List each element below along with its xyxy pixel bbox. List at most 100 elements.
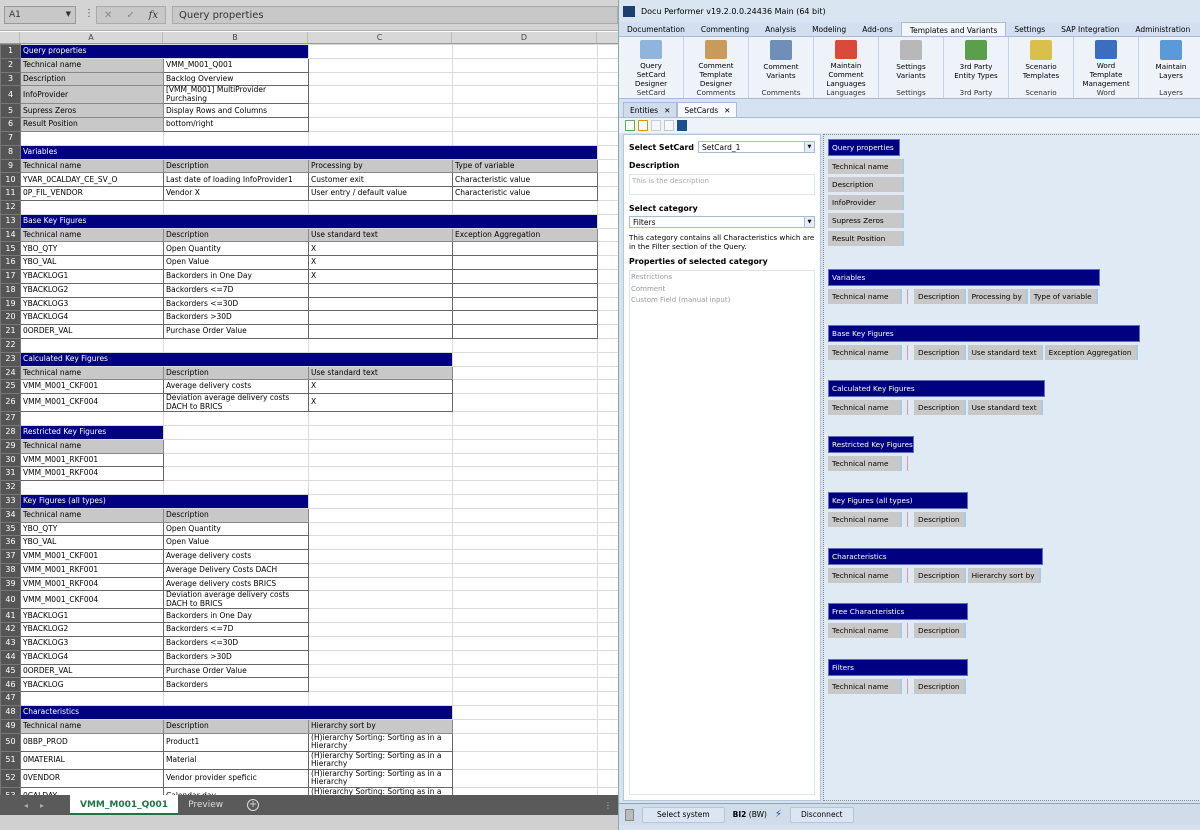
field-box[interactable]: Use standard text [967,344,1043,360]
empty-cell[interactable] [162,337,310,353]
header-cell[interactable]: Technical name [20,227,164,243]
empty-cell[interactable] [452,103,599,119]
section-title[interactable]: Base Key Figures [828,324,1140,342]
empty-cell[interactable] [20,130,164,146]
header-cell[interactable]: Technical name [20,438,164,454]
section-title-cell[interactable]: Calculated Key Figures [19,351,454,367]
empty-cell[interactable] [452,663,599,679]
ribbon-button-label[interactable]: 3rd Party Entity Types [954,62,998,80]
data-cell[interactable]: YBACKLOG2 [20,282,164,298]
empty-cell[interactable] [597,636,618,651]
row-number[interactable]: 33 [0,493,21,509]
row-number[interactable]: 14 [0,227,21,243]
data-cell[interactable] [452,255,599,270]
empty-cell[interactable] [162,691,310,707]
header-cell[interactable]: Description [162,365,310,381]
empty-cell[interactable] [308,649,454,665]
data-cell[interactable]: Characteristic value [452,186,599,201]
sheet-tab[interactable]: Preview [188,800,224,810]
ribbon-button-icon[interactable] [1095,40,1117,59]
empty-cell[interactable] [308,438,454,454]
header-cell[interactable]: Technical name [20,57,164,73]
empty-cell[interactable] [308,480,454,495]
sheet-tab[interactable]: VMM_M001_Q001 [70,795,179,815]
empty-cell[interactable] [452,452,599,468]
row-number[interactable]: 7 [0,130,21,146]
header-cell[interactable]: Description [162,718,310,734]
empty-cell[interactable] [162,438,310,454]
header-cell[interactable]: InfoProvider [20,85,164,105]
empty-cell[interactable] [308,117,454,132]
empty-cell[interactable] [452,57,599,73]
description-input[interactable]: This is the description [629,174,815,195]
data-cell[interactable]: (H)ierarchy Sorting: Sorting as in a Hie… [308,768,454,788]
empty-cell[interactable] [452,535,599,551]
field-box[interactable]: Technical name [828,159,904,174]
empty-cell[interactable] [452,130,599,146]
empty-cell[interactable] [597,117,618,132]
section-title-cell[interactable]: Restricted Key Figures [20,424,164,440]
empty-cell[interactable] [597,255,618,270]
empty-cell[interactable] [597,351,618,367]
close-icon[interactable]: ✕ [724,106,731,115]
sheet-nav-arrows[interactable]: ◂▸ [24,800,57,810]
data-cell[interactable]: Vendor X [162,186,310,201]
section-title[interactable]: Key Figures (all types) [828,491,968,509]
row-number[interactable]: 6 [0,117,21,132]
field-box[interactable]: Technical name [828,567,902,583]
data-cell[interactable]: X [308,268,454,284]
section-title[interactable]: Variables [828,269,1100,286]
data-cell[interactable]: Deviation average delivery costs DACH to… [162,590,310,610]
ribbon-button-icon[interactable] [705,40,727,59]
empty-cell[interactable] [597,393,618,413]
header-cell[interactable]: Technical name [20,718,164,734]
empty-cell[interactable] [597,452,618,468]
data-cell[interactable]: Open Quantity [162,241,310,257]
empty-cell[interactable] [597,705,618,720]
row-number[interactable]: 13 [0,213,21,229]
empty-cell[interactable] [308,199,454,215]
empty-cell[interactable] [162,452,310,468]
data-cell[interactable]: Average delivery costs [162,379,310,395]
empty-cell[interactable] [597,103,618,119]
row-number[interactable]: 51 [0,750,21,770]
header-cell[interactable]: Description [162,158,310,174]
empty-cell[interactable] [308,466,454,482]
empty-cell[interactable] [452,705,599,720]
data-cell[interactable]: Open Value [162,255,310,270]
header-cell[interactable]: Use standard text [308,227,454,243]
section-title-cell[interactable]: Characteristics [19,705,454,720]
field-box[interactable]: Technical name [828,678,902,694]
field-box[interactable]: Result Position [828,231,904,246]
row-number[interactable]: 36 [0,535,21,551]
field-box[interactable]: InfoProvider [828,195,904,210]
row-number[interactable]: 22 [0,337,21,353]
ribbon-button-icon[interactable] [640,40,662,59]
data-cell[interactable]: Display Rows and Columns [162,103,310,119]
section-title[interactable]: Free Characteristics [828,603,968,621]
section-title-cell[interactable]: Query properties [19,44,310,59]
section-title-cell[interactable]: Base Key Figures [19,213,599,229]
row-number[interactable]: 19 [0,296,21,312]
empty-cell[interactable] [308,590,454,610]
setcard-select[interactable]: SetCard_1 ▼ [697,141,815,153]
data-cell[interactable]: VMM_M001_RKF004 [20,576,164,592]
empty-cell[interactable] [452,44,599,59]
empty-cell[interactable] [452,750,599,770]
row-number[interactable]: 9 [0,158,21,174]
row-number[interactable]: 17 [0,268,21,284]
empty-cell[interactable] [452,71,599,87]
header-cell[interactable]: Result Position [20,117,164,132]
empty-cell[interactable] [452,438,599,454]
empty-cell[interactable] [597,227,618,243]
function-icon[interactable]: fx [148,9,158,21]
empty-cell[interactable] [597,576,618,592]
data-cell[interactable]: [VMM_M001] MultiProvider Purchasing [162,85,310,105]
data-cell[interactable]: (H)ierarchy Sorting: Sorting as in a Hie… [308,732,454,752]
row-number[interactable]: 40 [0,590,21,610]
field-box[interactable]: Description [914,511,966,527]
empty-cell[interactable] [597,379,618,395]
data-cell[interactable]: YBACKLOG4 [20,310,164,326]
field-box[interactable]: Hierarchy sort by [967,567,1041,583]
empty-cell[interactable] [597,480,618,495]
